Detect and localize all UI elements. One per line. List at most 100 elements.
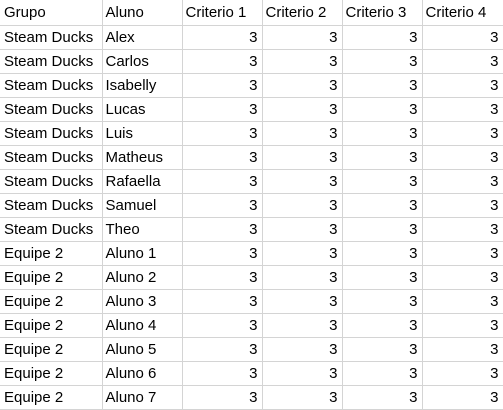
cell-criterio-2[interactable]: 3	[262, 289, 343, 314]
cell-criterio-1[interactable]: 3	[182, 145, 263, 170]
cell-criterio-3[interactable]: 3	[342, 265, 423, 290]
cell-criterio-3[interactable]: 3	[342, 289, 423, 314]
cell-aluno[interactable]: Samuel	[102, 193, 183, 218]
cell-criterio-3[interactable]: 3	[342, 169, 423, 194]
cell-criterio-3[interactable]: 3	[342, 337, 423, 362]
cell-criterio-3[interactable]: 3	[342, 361, 423, 386]
cell-criterio-2[interactable]: 3	[262, 313, 343, 338]
cell-criterio-4[interactable]: 3	[422, 385, 503, 410]
cell-criterio-1[interactable]: 3	[182, 169, 263, 194]
cell-aluno[interactable]: Carlos	[102, 49, 183, 74]
cell-grupo[interactable]: Equipe 2	[0, 313, 103, 338]
cell-criterio-2[interactable]: 3	[262, 169, 343, 194]
cell-criterio-3[interactable]: 3	[342, 193, 423, 218]
header-cell-aluno[interactable]: Aluno	[102, 0, 183, 26]
cell-criterio-3[interactable]: 3	[342, 97, 423, 122]
cell-criterio-3[interactable]: 3	[342, 25, 423, 50]
cell-criterio-2[interactable]: 3	[262, 241, 343, 266]
cell-criterio-1[interactable]: 3	[182, 289, 263, 314]
cell-aluno[interactable]: Aluno 6	[102, 361, 183, 386]
cell-criterio-2[interactable]: 3	[262, 97, 343, 122]
cell-criterio-3[interactable]: 3	[342, 145, 423, 170]
cell-aluno[interactable]: Alex	[102, 25, 183, 50]
cell-grupo[interactable]: Steam Ducks	[0, 97, 103, 122]
cell-criterio-2[interactable]: 3	[262, 385, 343, 410]
cell-aluno[interactable]: Luis	[102, 121, 183, 146]
header-cell-criterio-3[interactable]: Criterio 3	[342, 0, 423, 26]
cell-criterio-1[interactable]: 3	[182, 121, 263, 146]
cell-criterio-1[interactable]: 3	[182, 337, 263, 362]
cell-criterio-1[interactable]: 3	[182, 97, 263, 122]
cell-criterio-4[interactable]: 3	[422, 217, 503, 242]
cell-criterio-2[interactable]: 3	[262, 49, 343, 74]
header-cell-criterio-1[interactable]: Criterio 1	[182, 0, 263, 26]
cell-aluno[interactable]: Aluno 5	[102, 337, 183, 362]
cell-criterio-4[interactable]: 3	[422, 25, 503, 50]
cell-criterio-3[interactable]: 3	[342, 313, 423, 338]
cell-criterio-1[interactable]: 3	[182, 217, 263, 242]
cell-criterio-2[interactable]: 3	[262, 121, 343, 146]
cell-criterio-4[interactable]: 3	[422, 97, 503, 122]
cell-criterio-2[interactable]: 3	[262, 145, 343, 170]
cell-criterio-2[interactable]: 3	[262, 361, 343, 386]
cell-aluno[interactable]: Isabelly	[102, 73, 183, 98]
cell-criterio-4[interactable]: 3	[422, 361, 503, 386]
cell-criterio-3[interactable]: 3	[342, 217, 423, 242]
cell-criterio-2[interactable]: 3	[262, 337, 343, 362]
cell-aluno[interactable]: Aluno 3	[102, 289, 183, 314]
cell-grupo[interactable]: Equipe 2	[0, 265, 103, 290]
cell-criterio-1[interactable]: 3	[182, 385, 263, 410]
header-cell-grupo[interactable]: Grupo	[0, 0, 103, 26]
cell-criterio-4[interactable]: 3	[422, 121, 503, 146]
cell-grupo[interactable]: Steam Ducks	[0, 25, 103, 50]
cell-criterio-1[interactable]: 3	[182, 313, 263, 338]
cell-criterio-1[interactable]: 3	[182, 265, 263, 290]
cell-grupo[interactable]: Steam Ducks	[0, 73, 103, 98]
cell-grupo[interactable]: Equipe 2	[0, 337, 103, 362]
header-cell-criterio-2[interactable]: Criterio 2	[262, 0, 343, 26]
cell-grupo[interactable]: Equipe 2	[0, 385, 103, 410]
cell-aluno[interactable]: Aluno 2	[102, 265, 183, 290]
cell-criterio-4[interactable]: 3	[422, 265, 503, 290]
cell-aluno[interactable]: Aluno 4	[102, 313, 183, 338]
cell-aluno[interactable]: Theo	[102, 217, 183, 242]
cell-grupo[interactable]: Steam Ducks	[0, 169, 103, 194]
cell-criterio-4[interactable]: 3	[422, 145, 503, 170]
cell-grupo[interactable]: Steam Ducks	[0, 193, 103, 218]
cell-grupo[interactable]: Equipe 2	[0, 289, 103, 314]
cell-criterio-1[interactable]: 3	[182, 193, 263, 218]
header-cell-criterio-4[interactable]: Criterio 4	[422, 0, 503, 26]
cell-criterio-3[interactable]: 3	[342, 73, 423, 98]
cell-criterio-3[interactable]: 3	[342, 385, 423, 410]
cell-criterio-4[interactable]: 3	[422, 49, 503, 74]
cell-criterio-1[interactable]: 3	[182, 361, 263, 386]
cell-criterio-1[interactable]: 3	[182, 49, 263, 74]
cell-criterio-4[interactable]: 3	[422, 313, 503, 338]
cell-criterio-4[interactable]: 3	[422, 241, 503, 266]
cell-grupo[interactable]: Steam Ducks	[0, 217, 103, 242]
cell-grupo[interactable]: Steam Ducks	[0, 49, 103, 74]
cell-criterio-2[interactable]: 3	[262, 193, 343, 218]
cell-grupo[interactable]: Steam Ducks	[0, 121, 103, 146]
cell-criterio-1[interactable]: 3	[182, 73, 263, 98]
cell-grupo[interactable]: Steam Ducks	[0, 145, 103, 170]
cell-aluno[interactable]: Matheus	[102, 145, 183, 170]
cell-criterio-4[interactable]: 3	[422, 193, 503, 218]
cell-criterio-2[interactable]: 3	[262, 25, 343, 50]
cell-grupo[interactable]: Equipe 2	[0, 361, 103, 386]
cell-criterio-3[interactable]: 3	[342, 121, 423, 146]
cell-criterio-4[interactable]: 3	[422, 337, 503, 362]
cell-criterio-3[interactable]: 3	[342, 241, 423, 266]
cell-criterio-2[interactable]: 3	[262, 265, 343, 290]
cell-criterio-1[interactable]: 3	[182, 241, 263, 266]
cell-criterio-1[interactable]: 3	[182, 25, 263, 50]
cell-aluno[interactable]: Aluno 1	[102, 241, 183, 266]
cell-criterio-2[interactable]: 3	[262, 73, 343, 98]
cell-criterio-4[interactable]: 3	[422, 73, 503, 98]
cell-criterio-4[interactable]: 3	[422, 169, 503, 194]
cell-grupo[interactable]: Equipe 2	[0, 241, 103, 266]
cell-aluno[interactable]: Aluno 7	[102, 385, 183, 410]
cell-aluno[interactable]: Lucas	[102, 97, 183, 122]
cell-aluno[interactable]: Rafaella	[102, 169, 183, 194]
cell-criterio-3[interactable]: 3	[342, 49, 423, 74]
